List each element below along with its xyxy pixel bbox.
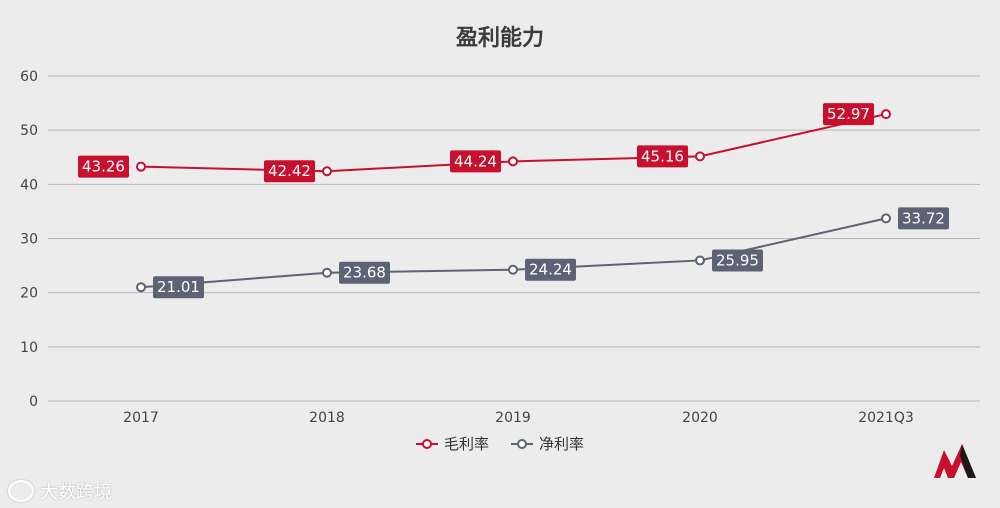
data-label: 24.24 [529,261,572,279]
data-label-box [823,103,874,126]
x-tick-label: 2020 [682,410,718,426]
data-point [881,213,891,224]
chat-bubble-icon [8,480,34,502]
data-point [322,267,332,278]
data-label-box [898,207,949,230]
y-tick-label: 40 [20,177,38,193]
y-tick-label: 30 [20,232,38,248]
data-label-box [339,261,390,284]
legend-item-net-margin[interactable]: 净利率 [511,433,584,454]
data-label: 21.01 [157,278,200,296]
data-label-box [712,249,763,272]
data-label: 33.72 [902,209,945,227]
y-tick-label: 60 [20,69,38,85]
data-label-box [525,258,576,281]
x-tick-label: 2017 [123,410,159,426]
data-point [508,264,518,275]
watermark: 大数跨境 [8,478,112,504]
y-tick-label: 0 [29,394,38,410]
data-point [136,161,146,172]
data-point [508,156,518,167]
legend-swatch-net-margin [511,438,533,450]
data-label-box [637,145,688,168]
data-point [322,166,332,177]
legend-swatch-gross-margin [415,438,438,450]
legend: 毛利率 净利率 [0,433,1000,454]
series-line-net-margin [140,217,887,289]
x-tick-label: 2019 [495,410,531,426]
data-label: 52.97 [827,105,870,123]
watermark-text: 大数跨境 [40,482,112,503]
x-tick-label: 2018 [309,410,345,426]
data-label-box [78,155,129,178]
data-label: 42.42 [268,162,311,180]
data-label: 43.26 [82,158,125,176]
legend-label-gross-margin: 毛利率 [443,435,489,453]
data-point [881,109,891,120]
legend-item-gross-margin[interactable]: 毛利率 [415,433,489,454]
data-point [695,151,705,162]
data-label-box [153,276,204,299]
x-tick-label: 2021Q3 [858,410,914,426]
data-label: 23.68 [343,264,386,282]
data-label: 44.24 [454,152,497,170]
data-label-box [450,150,501,173]
chart-title: 盈利能力 [455,26,544,51]
data-point [136,282,146,293]
brand-logo-icon [934,444,976,478]
data-point [695,255,705,266]
y-tick-label: 10 [20,340,38,356]
y-tick-label: 20 [20,286,38,302]
legend-label-net-margin: 净利率 [539,435,585,453]
data-label-box [264,160,315,183]
data-label: 45.16 [641,147,684,165]
y-tick-label: 50 [20,123,38,139]
data-label: 25.95 [716,251,759,269]
